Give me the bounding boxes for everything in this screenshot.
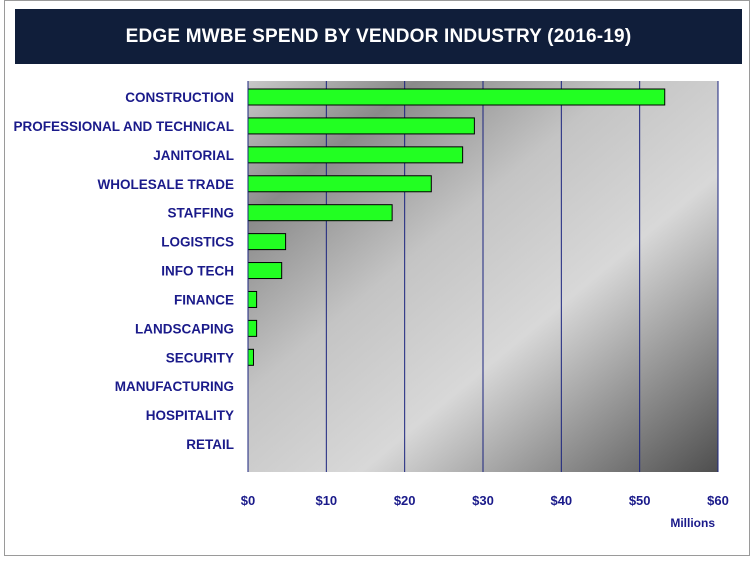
bar: [247, 290, 258, 308]
bar: [247, 117, 475, 135]
x-axis-unit-label: Millions: [670, 516, 715, 530]
category-label: STAFFING: [168, 206, 235, 221]
gridlines: [325, 81, 719, 472]
x-tick-labels: $0 $10 $20 $30 $40 $50 $60: [241, 493, 729, 508]
x-tick-label: $30: [472, 493, 494, 508]
category-label: JANITORIAL: [153, 148, 234, 163]
bar: [247, 146, 464, 164]
category-labels: CONSTRUCTION PROFESSIONAL AND TECHNICAL JA…: [13, 90, 234, 452]
x-tick-label: $60: [707, 493, 729, 508]
x-tick-label: $40: [550, 493, 572, 508]
category-label: CONSTRUCTION: [125, 90, 234, 105]
category-label: PROFESSIONAL AND TECHNICAL: [13, 119, 234, 134]
chart-title: EDGE MWBE SPEND BY VENDOR INDUSTRY (2016…: [125, 25, 632, 47]
category-label: FINANCE: [174, 292, 234, 307]
category-label: LOGISTICS: [161, 235, 234, 250]
bar: [247, 175, 432, 193]
category-label: WHOLESALE TRADE: [98, 177, 235, 192]
x-tick-label: $50: [629, 493, 651, 508]
bar: [247, 348, 254, 366]
category-label: MANUFACTURING: [115, 379, 234, 394]
bar: [247, 319, 258, 337]
category-label: HOSPITALITY: [146, 408, 234, 423]
x-tick-label: $20: [394, 493, 416, 508]
bar: [247, 233, 287, 251]
category-label: INFO TECH: [161, 264, 234, 279]
category-label: SECURITY: [166, 350, 234, 365]
title-bar: EDGE MWBE SPEND BY VENDOR INDUSTRY (2016…: [15, 9, 742, 64]
bar: [247, 262, 283, 280]
category-label: RETAIL: [186, 437, 234, 452]
bar: [247, 204, 393, 222]
x-tick-label: $10: [315, 493, 337, 508]
bar: [247, 88, 666, 106]
x-tick-label: $0: [241, 493, 255, 508]
category-label: LANDSCAPING: [135, 321, 234, 336]
